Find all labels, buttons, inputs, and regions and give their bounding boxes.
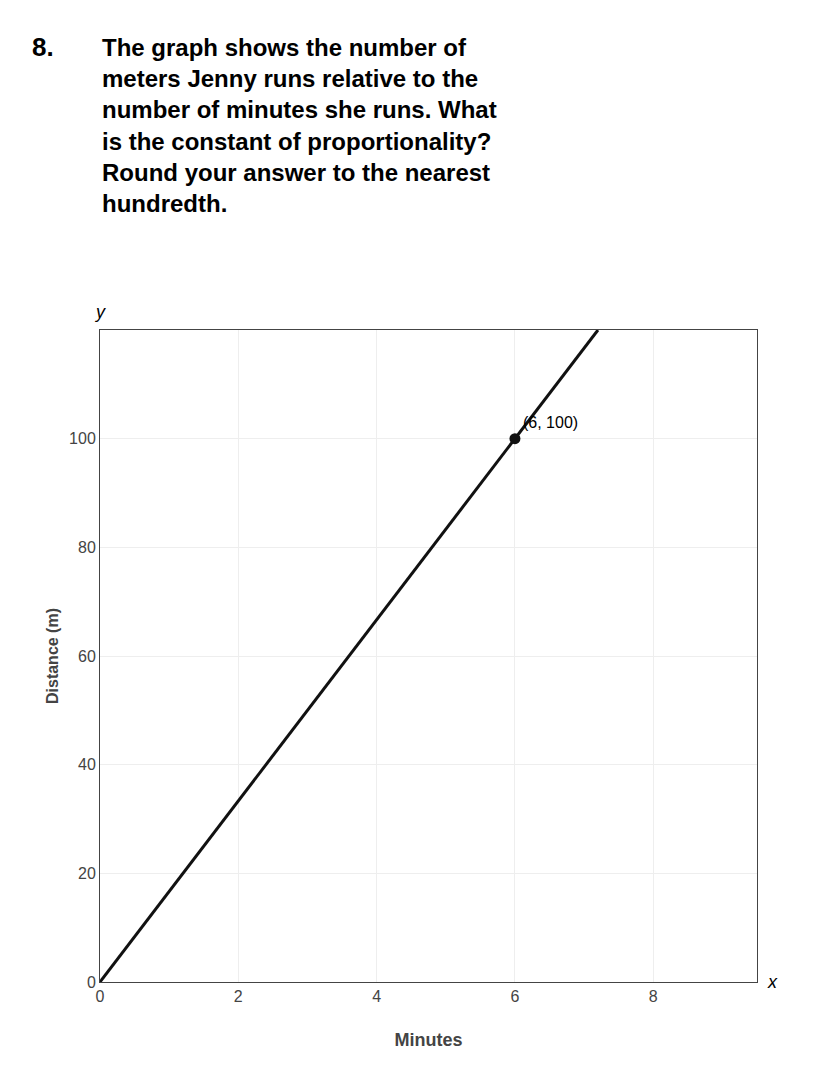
svg-text:0: 0 xyxy=(87,974,96,991)
svg-text:20: 20 xyxy=(78,865,96,882)
svg-text:60: 60 xyxy=(78,648,96,665)
svg-text:y: y xyxy=(94,302,106,322)
svg-text:Distance (m): Distance (m) xyxy=(44,608,61,704)
svg-text:40: 40 xyxy=(78,756,96,773)
svg-text:6: 6 xyxy=(510,988,519,1005)
svg-text:x: x xyxy=(767,972,778,992)
svg-text:(6, 100): (6, 100) xyxy=(523,414,578,431)
svg-text:0: 0 xyxy=(96,988,105,1005)
svg-text:80: 80 xyxy=(78,539,96,556)
svg-text:The graph shows the number ofm: The graph shows the number ofmeters Jenn… xyxy=(102,34,497,217)
svg-text:8.: 8. xyxy=(32,32,54,62)
svg-text:2: 2 xyxy=(234,988,243,1005)
svg-text:Minutes: Minutes xyxy=(394,1030,462,1050)
svg-text:100: 100 xyxy=(69,430,96,447)
svg-text:4: 4 xyxy=(372,988,381,1005)
svg-text:8: 8 xyxy=(649,988,658,1005)
